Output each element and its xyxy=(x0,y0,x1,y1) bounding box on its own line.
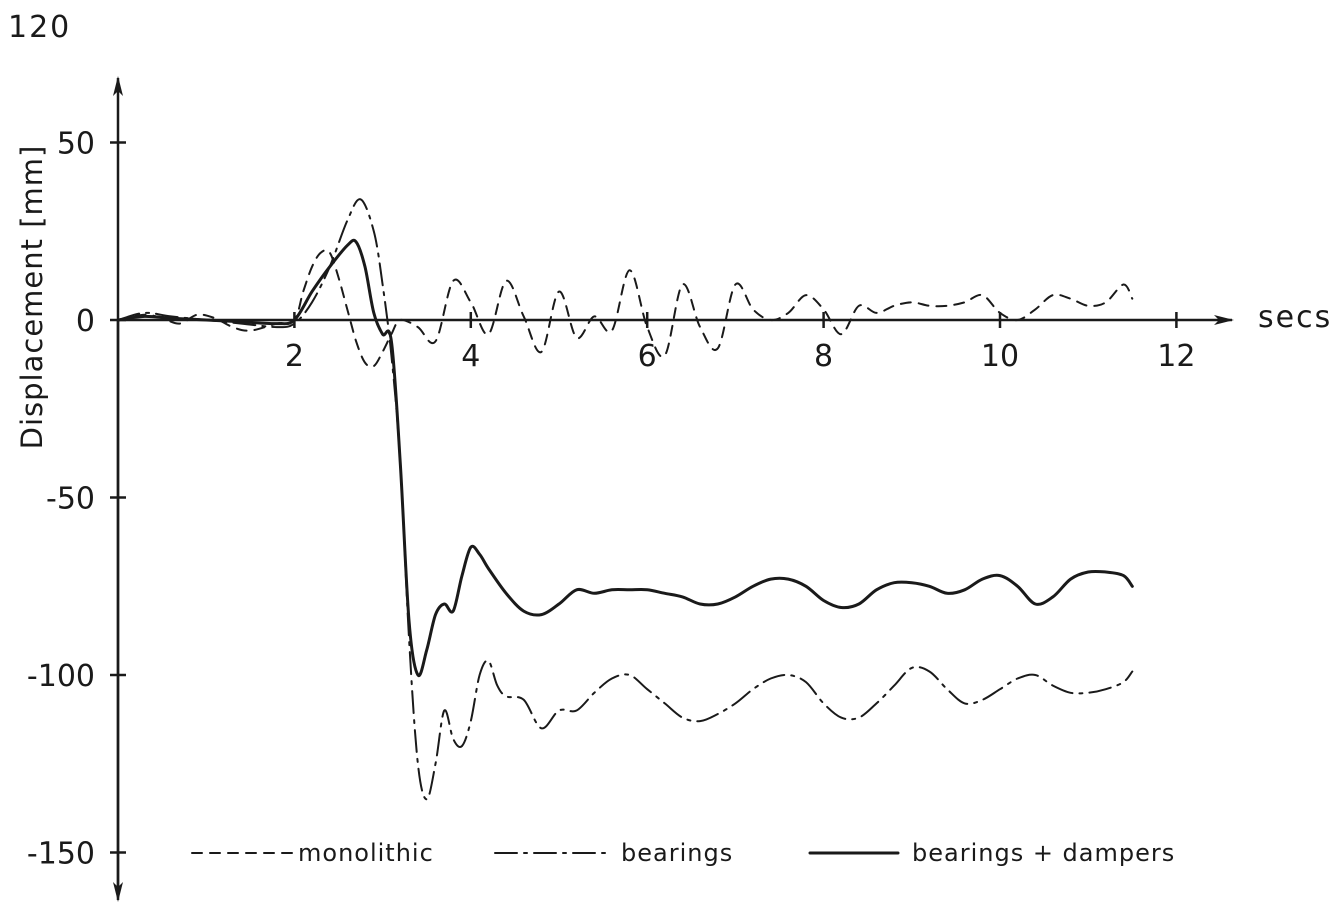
x-tick-label: 12 xyxy=(1157,339,1195,374)
y-tick-label: 50 xyxy=(57,127,95,162)
series-line-bearings-dampers xyxy=(116,238,1134,678)
x-tick-label: 4 xyxy=(461,339,480,374)
x-tick-label: 2 xyxy=(285,339,304,374)
legend-label-bearings-dampers: bearings + dampers xyxy=(912,839,1175,867)
x-tick-label: 10 xyxy=(981,339,1019,374)
legend-label-bearings: bearings xyxy=(621,839,733,867)
y-ticks: 50 0 -50 -100 -150 xyxy=(27,127,126,872)
series-layer xyxy=(116,198,1134,801)
x-axis-label: secs xyxy=(1258,300,1332,335)
y-tick-label: -50 xyxy=(46,482,95,517)
y-axis-label: Displacement [mm] xyxy=(15,145,49,450)
series-line-bearings xyxy=(117,198,1134,801)
x-tick-label: 8 xyxy=(814,339,833,374)
y-tick-label: -150 xyxy=(27,837,95,872)
y-tick-label: 0 xyxy=(76,304,95,339)
y-tick-label: -100 xyxy=(27,659,95,694)
x-tick-label: 6 xyxy=(638,339,657,374)
page-number: 120 xyxy=(8,10,71,45)
x-ticks: 2 4 6 8 10 12 xyxy=(285,312,1195,374)
legend: monolithic bearings bearings + dampers xyxy=(191,839,1175,867)
legend-label-monolithic: monolithic xyxy=(298,839,434,867)
